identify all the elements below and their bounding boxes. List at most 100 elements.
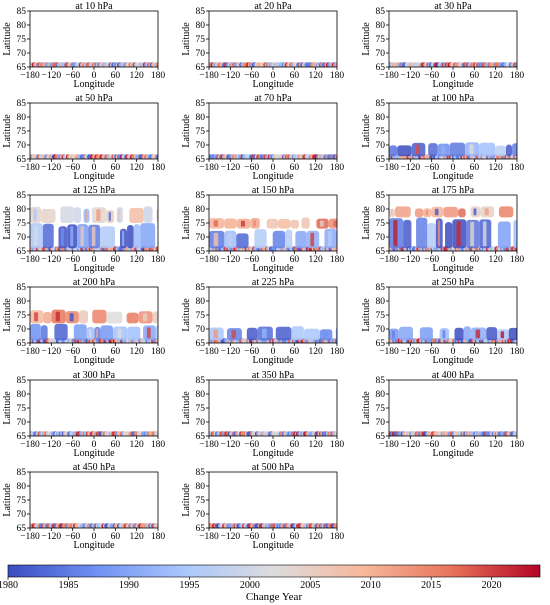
y-tick-label: 75 — [196, 127, 206, 137]
x-tick-label: 0 — [92, 532, 97, 542]
y-tick-label: 85 — [376, 283, 386, 293]
y-tick-label: 65 — [17, 432, 27, 442]
y-tick-label: 75 — [17, 127, 27, 137]
data-point — [89, 329, 92, 339]
data-point — [33, 225, 38, 247]
x-tick-label: −180 — [199, 347, 219, 357]
data-point — [389, 145, 398, 157]
axes-frame — [208, 10, 338, 68]
y-tick-label: 70 — [196, 49, 206, 59]
y-tick-label: 70 — [196, 141, 206, 151]
y-axis-label: Latitude — [361, 298, 372, 332]
y-tick-label: 80 — [196, 205, 206, 215]
x-tick-label: 120 — [309, 532, 324, 542]
panel-title: at 350 hPa — [252, 370, 295, 381]
data-point — [427, 223, 436, 249]
x-tick-label: 120 — [130, 71, 145, 81]
x-tick-label: 120 — [489, 71, 504, 81]
data-point — [456, 221, 461, 247]
data-point — [272, 230, 286, 249]
x-tick-label: 60 — [290, 163, 300, 173]
x-tick-label: 180 — [330, 163, 345, 173]
data-point — [295, 230, 307, 249]
axes-frame — [29, 102, 159, 160]
x-tick-label: −120 — [42, 440, 62, 450]
data-points — [30, 523, 158, 528]
y-tick-label: 65 — [196, 63, 206, 73]
data-point — [479, 142, 496, 157]
y-tick-label: 65 — [196, 432, 206, 442]
x-tick-label: 0 — [271, 347, 276, 357]
y-tick-label: 80 — [17, 390, 27, 400]
x-tick-label: −180 — [199, 163, 219, 173]
x-tick-label: 120 — [309, 71, 324, 81]
data-points — [30, 431, 158, 436]
x-tick-label: −120 — [401, 347, 421, 357]
data-point — [303, 328, 320, 341]
x-tick-label: −120 — [42, 255, 62, 265]
y-axis-label: Latitude — [2, 114, 13, 148]
y-tick-label: 80 — [376, 113, 386, 123]
data-point — [442, 330, 446, 339]
data-point — [275, 326, 292, 341]
y-tick-label: 65 — [17, 339, 27, 349]
x-tick-label: −180 — [199, 71, 219, 81]
x-tick-label: 180 — [330, 532, 345, 542]
data-point — [458, 208, 466, 218]
x-tick-label: 180 — [330, 347, 345, 357]
data-point — [78, 310, 89, 324]
x-axis-label: Longitude — [432, 171, 474, 182]
data-points — [209, 326, 346, 343]
data-point — [415, 144, 420, 155]
panel: at 350 hPa 65 70 75 80 85 −180 −120 −60 0 60 120 180… — [181, 370, 344, 459]
axes-frame — [388, 10, 518, 68]
data-point — [500, 331, 505, 339]
x-tick-label: −60 — [424, 255, 439, 265]
panel: at 175 hPa 65 70 75 80 85 −180 −120 −60 0 60 120 180… — [361, 185, 524, 274]
x-tick-label: −180 — [20, 163, 40, 173]
y-tick-label: 75 — [196, 219, 206, 229]
x-tick-label: −120 — [401, 71, 421, 81]
y-axis-label: Latitude — [2, 22, 13, 56]
x-axis-label: Longitude — [252, 355, 294, 366]
data-points — [209, 217, 345, 251]
x-tick-label: 120 — [489, 163, 504, 173]
y-tick-label: 75 — [17, 404, 27, 414]
data-points — [209, 154, 337, 159]
data-point — [513, 219, 517, 249]
x-tick-label: −120 — [221, 532, 241, 542]
panel: at 250 hPa 65 70 75 80 85 −180 −120 −60 0 60 120 180… — [361, 277, 524, 366]
y-tick-label: 75 — [376, 35, 386, 45]
x-tick-label: 180 — [330, 440, 345, 450]
data-point — [127, 225, 134, 249]
data-point — [475, 329, 481, 339]
panel: at 10 hPa 65 70 75 80 85 −180 −120 −60 0 60 120 180 L… — [2, 1, 165, 90]
data-point — [127, 326, 141, 341]
data-points — [389, 62, 517, 67]
y-tick-label: 80 — [376, 21, 386, 31]
y-tick-label: 85 — [196, 99, 206, 109]
data-point — [54, 323, 68, 341]
y-tick-label: 70 — [196, 510, 206, 520]
data-point — [425, 210, 429, 216]
axes-frame — [208, 471, 338, 529]
y-tick-label: 75 — [376, 127, 386, 137]
y-axis-label: Latitude — [361, 391, 372, 425]
data-points — [209, 523, 337, 528]
data-point — [341, 234, 345, 247]
y-tick-label: 70 — [376, 233, 386, 243]
data-point — [514, 431, 517, 436]
data-point — [397, 145, 412, 157]
y-tick-label: 75 — [196, 496, 206, 506]
data-point — [473, 208, 477, 216]
x-tick-label: 0 — [451, 71, 456, 81]
data-point — [129, 207, 144, 223]
y-tick-label: 65 — [17, 524, 27, 534]
data-point — [213, 220, 219, 227]
data-point — [341, 329, 346, 338]
data-point — [419, 327, 433, 341]
y-tick-label: 65 — [196, 339, 206, 349]
panel-title: at 30 hPa — [434, 1, 472, 12]
y-tick-label: 85 — [196, 7, 206, 17]
